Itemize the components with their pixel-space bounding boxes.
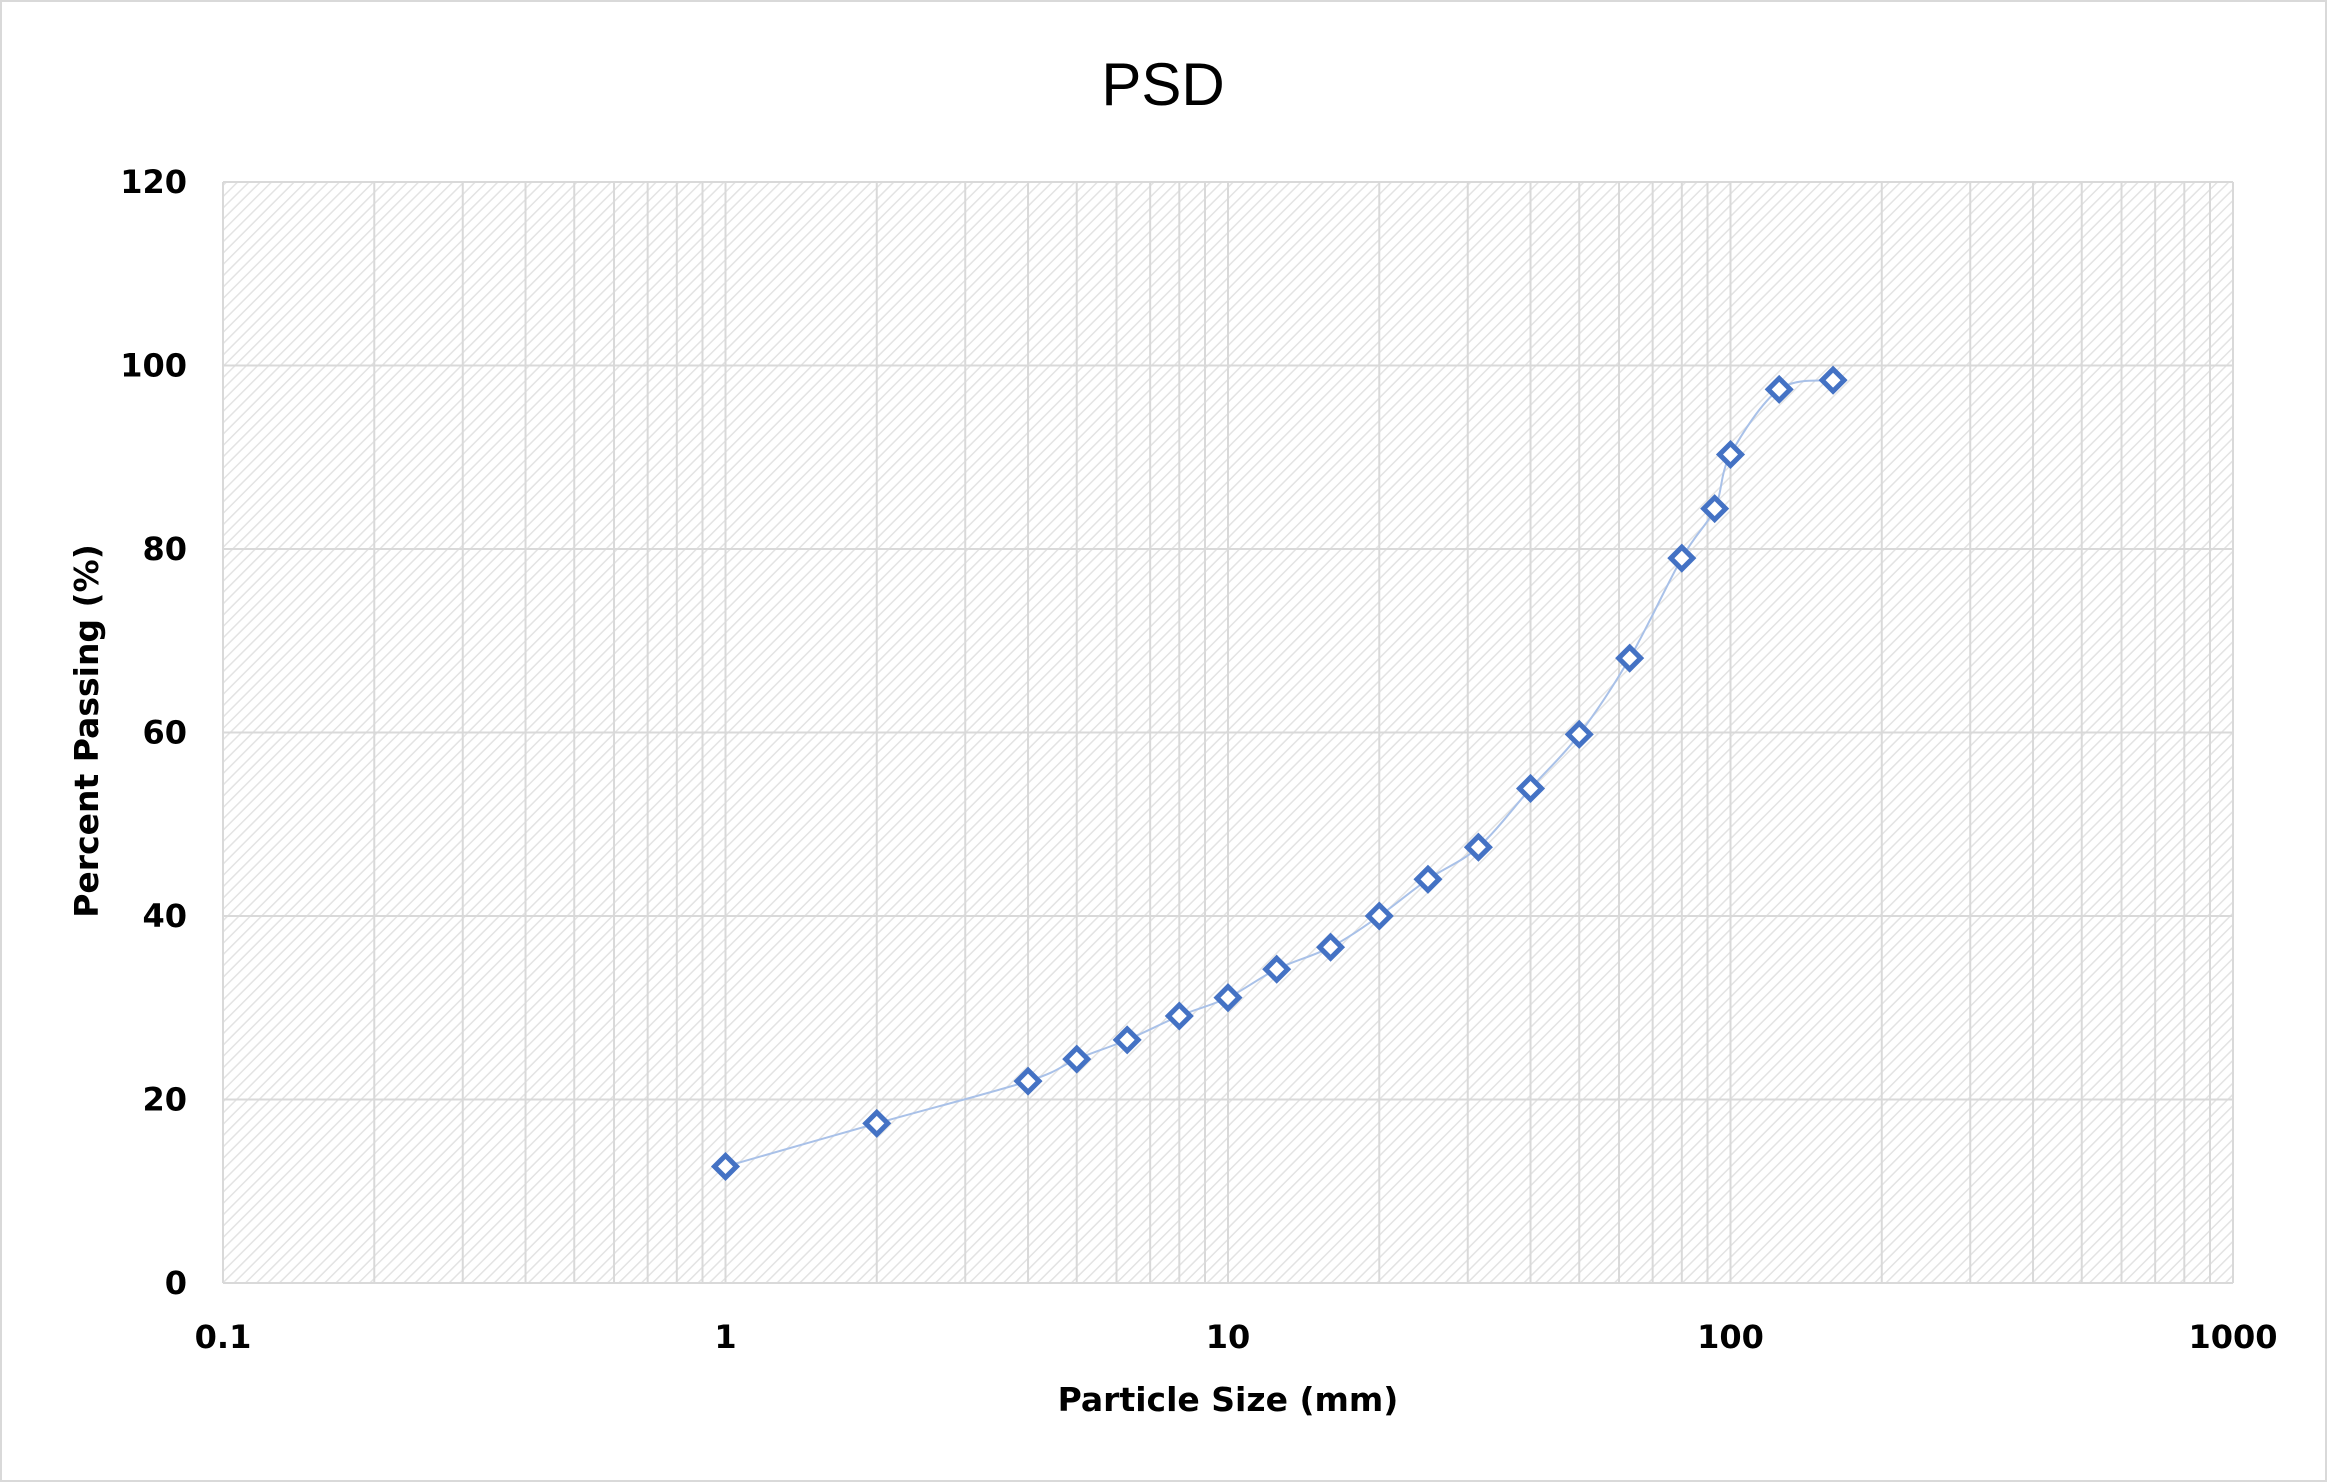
data-point bbox=[1764, 374, 1794, 404]
gridlines bbox=[222, 181, 2234, 1284]
x-tick-label: 100 bbox=[1697, 1318, 1764, 1356]
y-tick-label: 20 bbox=[142, 1081, 187, 1119]
data-point bbox=[1213, 983, 1243, 1013]
data-point bbox=[1164, 1001, 1194, 1031]
series-line bbox=[725, 379, 1834, 1168]
data-point bbox=[1112, 1025, 1142, 1055]
chart-title: PSD bbox=[1101, 51, 1224, 118]
data-point bbox=[1413, 864, 1443, 894]
x-axis-ticks: 0.1 1 10 100 1000 bbox=[195, 1318, 2278, 1356]
data-point bbox=[862, 1108, 892, 1138]
data-point bbox=[1515, 773, 1546, 804]
data-point bbox=[710, 1151, 741, 1182]
x-tick-label: 1 bbox=[714, 1318, 736, 1356]
data-point bbox=[1667, 543, 1697, 573]
data-point bbox=[1364, 901, 1394, 931]
data-point bbox=[1715, 439, 1746, 470]
y-tick-label: 80 bbox=[142, 530, 187, 568]
x-axis-label: Particle Size (mm) bbox=[1058, 1380, 1399, 1419]
y-tick-label: 120 bbox=[120, 163, 187, 201]
x-tick-label: 1000 bbox=[2188, 1318, 2277, 1356]
y-axis-label: Percent Passing (%) bbox=[67, 544, 106, 918]
data-point bbox=[1062, 1044, 1092, 1074]
data-point bbox=[1700, 494, 1730, 524]
x-tick-label: 0.1 bbox=[195, 1318, 252, 1356]
data-point bbox=[1013, 1066, 1043, 1096]
y-tick-label: 0 bbox=[165, 1264, 187, 1302]
series-markers bbox=[710, 365, 1848, 1182]
x-tick-label: 10 bbox=[1206, 1318, 1251, 1356]
data-point bbox=[1316, 932, 1346, 962]
y-axis-ticks: 0 20 40 60 80 100 120 bbox=[120, 163, 187, 1302]
data-point bbox=[1262, 954, 1292, 984]
data-point bbox=[1615, 643, 1645, 673]
y-tick-label: 60 bbox=[142, 714, 187, 752]
data-point bbox=[1463, 832, 1493, 862]
data-point bbox=[1818, 365, 1848, 395]
y-tick-label: 100 bbox=[120, 347, 187, 385]
y-tick-label: 40 bbox=[142, 897, 187, 935]
data-point bbox=[1564, 719, 1594, 749]
